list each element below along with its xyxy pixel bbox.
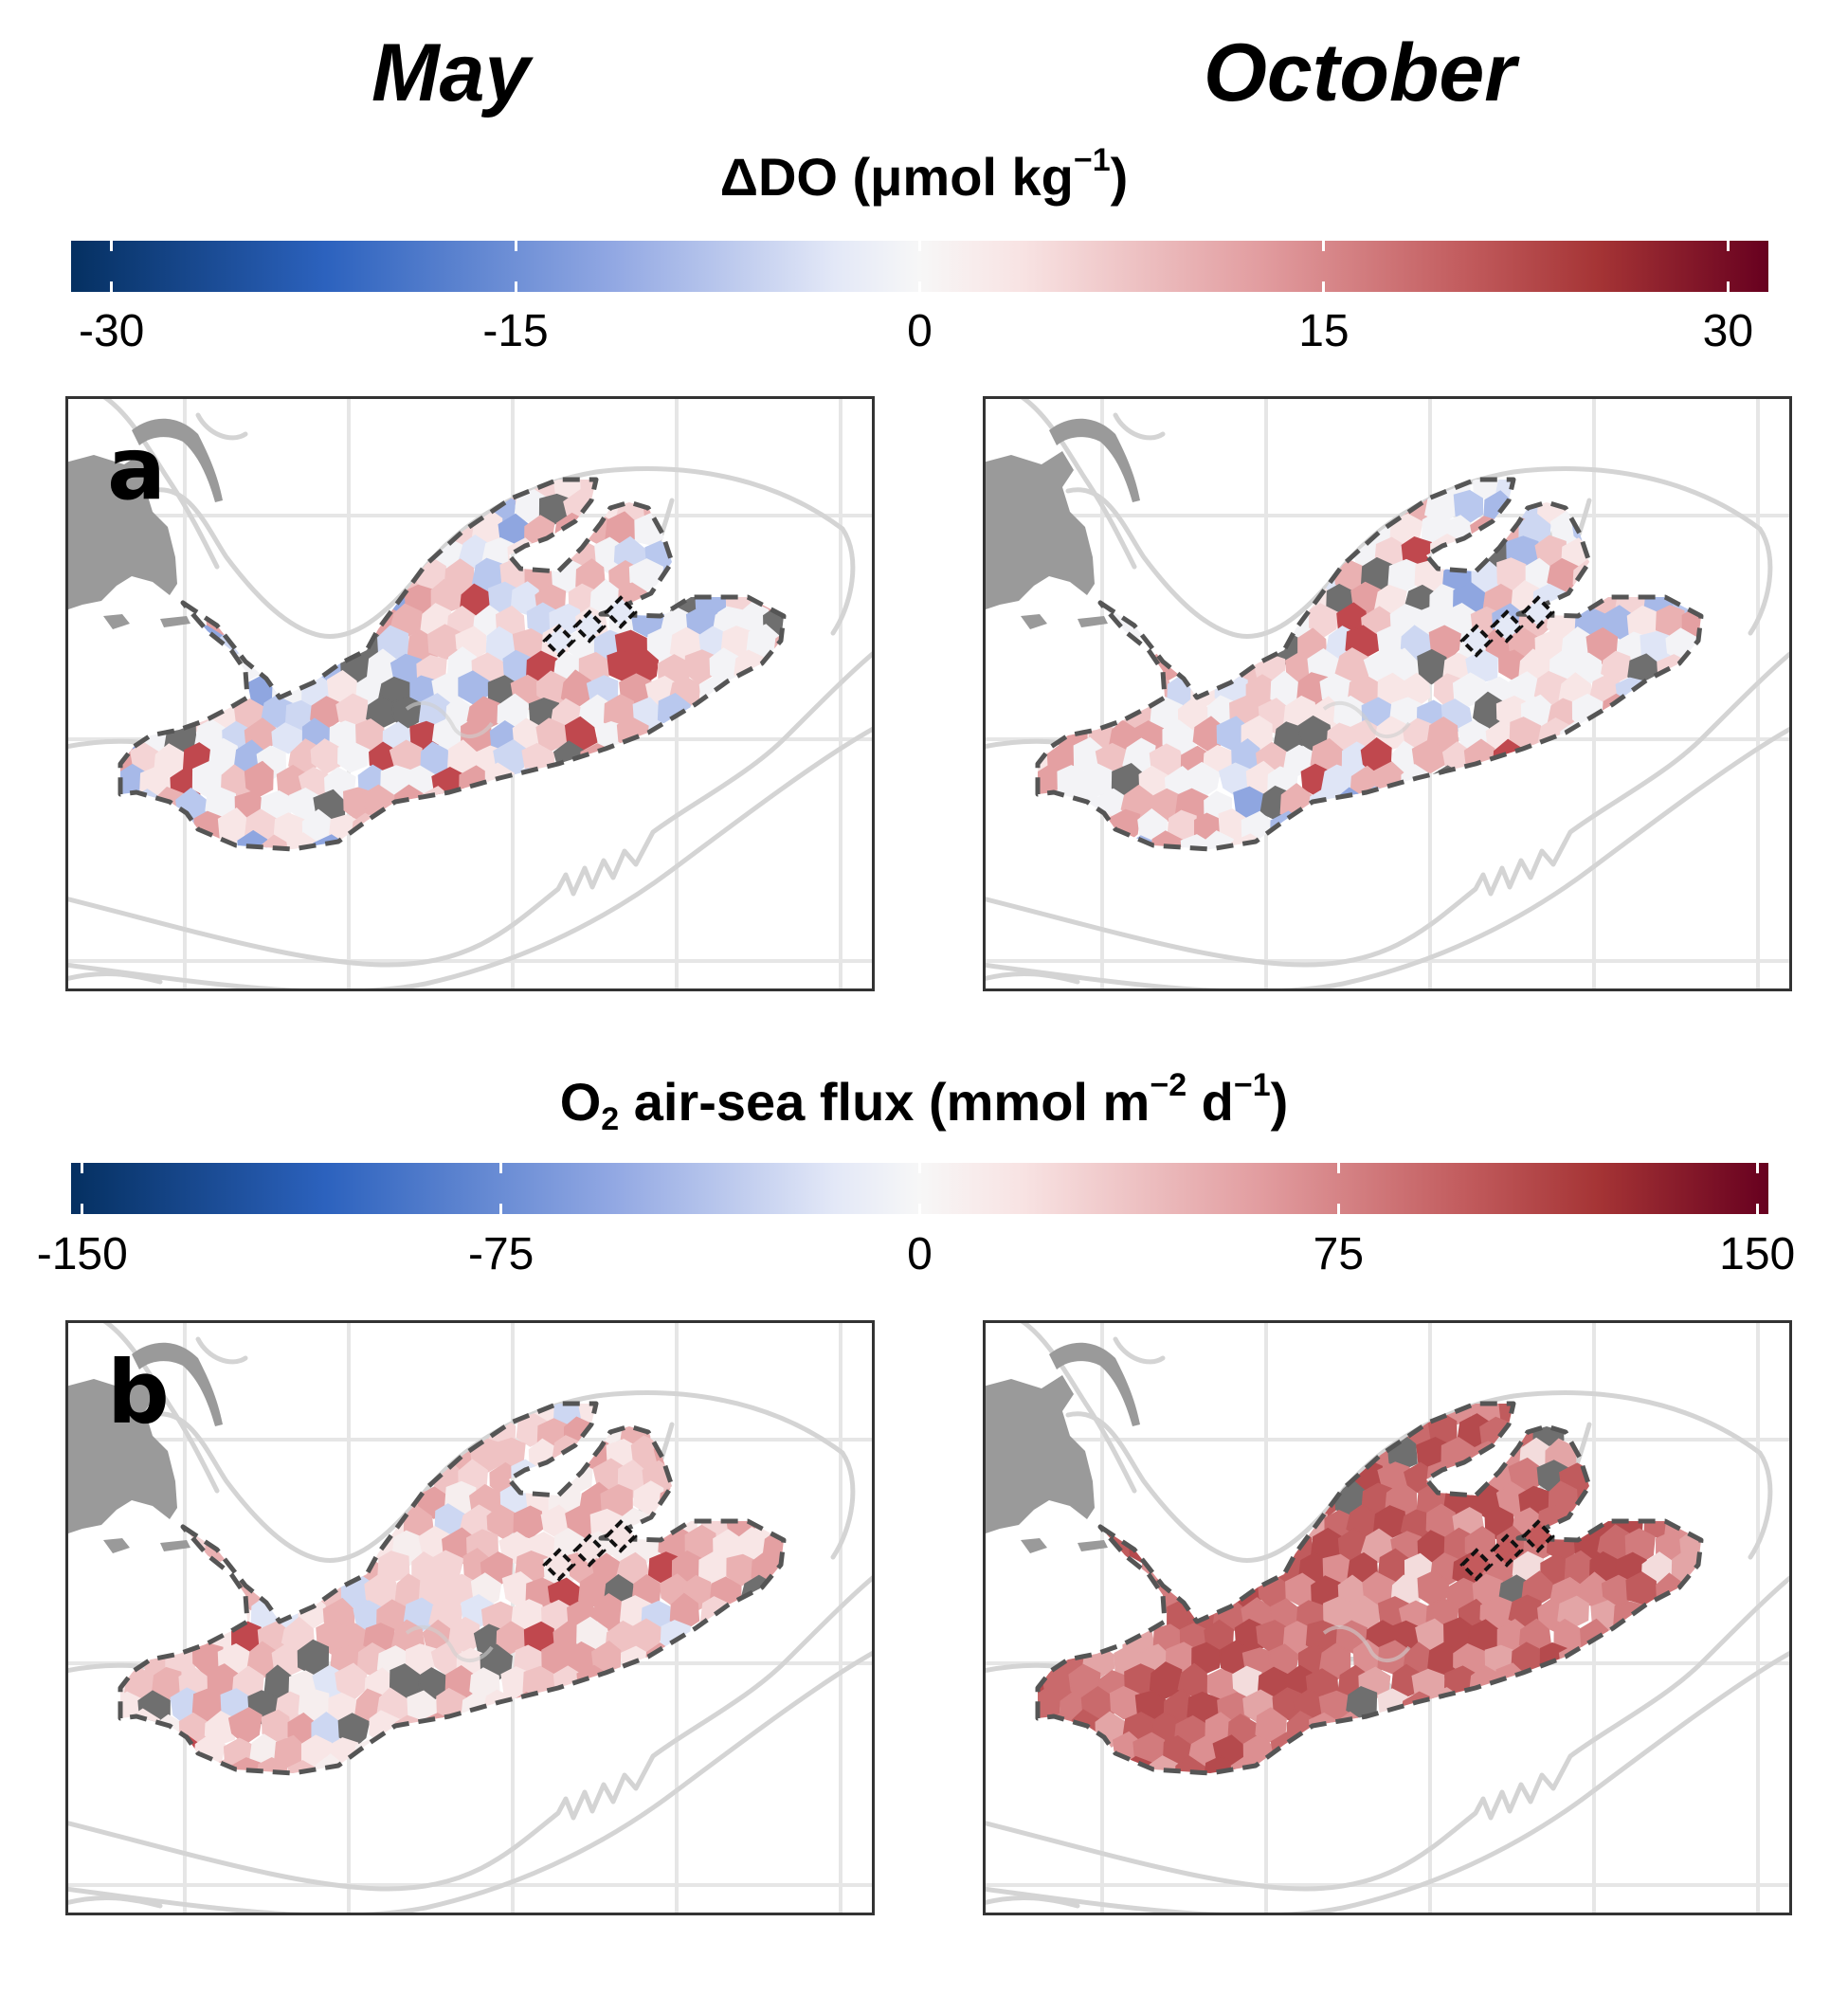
map-panel-flux-may: b: [65, 1320, 875, 1915]
station-box: [604, 1519, 638, 1553]
month-header-october: October: [1204, 27, 1516, 118]
map-frame: [983, 1320, 1792, 1915]
bathymetry-overlay: [1322, 1625, 1411, 1662]
colorbar-tick: [1755, 1163, 1759, 1173]
region-cell: [431, 716, 465, 751]
colorbar-tick: [514, 281, 517, 292]
colorbar-tick: [1726, 281, 1730, 292]
land-masses: [65, 418, 223, 629]
colorbar-tick-label: -150: [36, 1229, 128, 1279]
colorbar-tick-label: -75: [467, 1229, 534, 1279]
colorbar-tick-label: 75: [1313, 1229, 1365, 1279]
station-box: [542, 1548, 576, 1582]
station-box: [1521, 1519, 1555, 1553]
colorbar-tick: [514, 241, 517, 251]
station-box: [1459, 1548, 1494, 1582]
colorbar-tick: [1336, 1163, 1340, 1173]
colorbar-tick-label: 30: [1702, 306, 1754, 356]
colorbar-tick: [499, 1204, 503, 1214]
colorbar-tick: [918, 281, 921, 292]
bathymetry-overlay: [405, 701, 494, 738]
panel-label: a: [107, 418, 166, 519]
region-cell: [632, 1480, 664, 1515]
colorbar-tick: [1322, 241, 1326, 251]
colorbar-tick: [110, 281, 114, 292]
panel-label: b: [107, 1342, 170, 1443]
station-box: [572, 609, 607, 644]
colorbar-tick-label: 0: [907, 306, 933, 356]
land-masses: [983, 1342, 1140, 1553]
bathymetry-overlay: [405, 1625, 494, 1662]
region-cell: [1411, 737, 1445, 774]
colorbar-tick: [110, 241, 114, 251]
map-frame: [983, 396, 1792, 991]
station-box: [604, 595, 638, 629]
small-station-boxes: [1459, 595, 1555, 658]
station-box: [1490, 1533, 1524, 1568]
colorbar-tick: [1336, 1204, 1340, 1214]
colorbar-tick: [918, 1163, 921, 1173]
land-masses: [65, 1342, 223, 1553]
map-panel-do-may: a: [65, 396, 875, 991]
colorbar-tick-label: -15: [482, 306, 549, 356]
station-box: [572, 1533, 607, 1568]
region-boundary: [1035, 1401, 1704, 1776]
land-masses: [983, 418, 1140, 629]
map-panel-flux-october: [983, 1320, 1792, 1915]
small-station-boxes: [542, 1519, 638, 1582]
colorbar-tick-label: 150: [1719, 1229, 1796, 1279]
colorbar-do-title: ΔDO (μmol kg−1): [719, 142, 1129, 207]
colorbar-tick-label: 15: [1298, 306, 1350, 356]
colorbar-tick: [1755, 1204, 1759, 1214]
station-box: [542, 624, 576, 658]
station-box: [1459, 624, 1494, 658]
colorbar-tick: [918, 241, 921, 251]
colorbar-tick-label: 0: [907, 1229, 933, 1279]
region-boundary: [118, 477, 787, 852]
map-frame: [65, 396, 875, 991]
region-cell: [1080, 763, 1116, 798]
region-cell: [256, 1756, 288, 1773]
region-cell: [510, 581, 543, 615]
region-boundary: [118, 1401, 787, 1776]
small-station-boxes: [542, 595, 638, 658]
bathymetry-overlay: [1322, 701, 1411, 738]
region-boundary: [1035, 477, 1704, 852]
colorbar-flux-title: O2 air-sea flux (mmol m−2 d−1): [559, 1067, 1289, 1137]
colorbar-tick: [918, 1204, 921, 1214]
region-cell: [337, 740, 371, 773]
colorbar-tick: [1322, 281, 1326, 292]
colorbar-tick: [499, 1163, 503, 1173]
small-station-boxes: [1459, 1519, 1555, 1582]
station-box: [1521, 595, 1555, 629]
map-frame: [65, 1320, 875, 1915]
region-cell: [1417, 648, 1449, 685]
station-box: [1490, 609, 1524, 644]
colorbar-tick-label: -30: [78, 306, 145, 356]
month-header-may: May: [371, 27, 531, 118]
colorbar-tick: [81, 1204, 84, 1214]
map-panel-do-october: [983, 396, 1792, 991]
region-cell: [1585, 626, 1619, 664]
colorbar-tick: [81, 1163, 84, 1173]
colorbar-tick: [1726, 241, 1730, 251]
